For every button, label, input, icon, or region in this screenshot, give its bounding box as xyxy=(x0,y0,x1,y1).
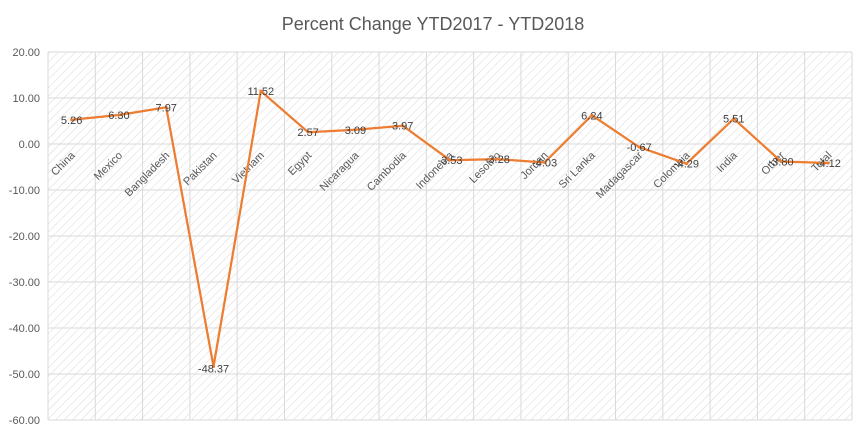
y-tick-label: -50.00 xyxy=(9,369,40,381)
data-point xyxy=(495,157,499,161)
data-point xyxy=(117,113,121,117)
data-label: -4.29 xyxy=(674,159,699,171)
data-point xyxy=(779,159,783,163)
data-label: 6.24 xyxy=(581,110,602,122)
data-point xyxy=(590,113,594,117)
data-label: -0.67 xyxy=(627,142,652,154)
data-labels: 5.26 6.30 7.97 -48.37 11.52 2.57 3.09 3.97 -3.53… xyxy=(61,86,841,375)
data-label: 2.57 xyxy=(297,127,318,139)
y-tick-label: -30.00 xyxy=(9,277,40,289)
data-label: 5.26 xyxy=(61,115,82,127)
data-label: -4.03 xyxy=(532,158,557,170)
data-point xyxy=(306,130,310,134)
y-tick-label: 10.00 xyxy=(12,93,40,105)
data-label: 6.30 xyxy=(108,110,129,122)
data-label: 5.51 xyxy=(723,114,744,126)
grid xyxy=(47,51,853,421)
data-point xyxy=(543,161,547,165)
y-tick-label: -10.00 xyxy=(9,185,40,197)
y-tick-label: 20.00 xyxy=(12,47,40,59)
data-label: 11.52 xyxy=(247,86,274,98)
data-point xyxy=(353,128,357,132)
data-point xyxy=(70,118,74,122)
chart-title: Percent Change YTD2017 - YTD2018 xyxy=(282,14,585,34)
data-label: 7.97 xyxy=(156,102,177,114)
data-label: 3.09 xyxy=(345,125,366,137)
y-tick-label: 0.00 xyxy=(19,139,40,151)
data-point xyxy=(637,145,641,149)
y-tick-label: -60.00 xyxy=(9,415,40,427)
data-label: -3.28 xyxy=(485,154,510,166)
data-point xyxy=(259,89,263,93)
data-label: -48.37 xyxy=(198,364,229,376)
data-label: 3.97 xyxy=(392,121,413,133)
data-point xyxy=(684,162,688,166)
data-label: -4.12 xyxy=(816,158,841,170)
data-label: -3.53 xyxy=(437,155,462,167)
data-point xyxy=(164,105,168,109)
data-point xyxy=(732,117,736,121)
data-label: -3.80 xyxy=(769,156,794,168)
data-point xyxy=(826,161,830,165)
data-point xyxy=(401,124,405,128)
series xyxy=(70,89,830,369)
y-tick-label: -20.00 xyxy=(9,231,40,243)
y-axis: 20.00 10.00 0.00 -10.00 -20.00 -30.00 -40.00 -5… xyxy=(9,47,40,427)
data-point xyxy=(448,158,452,162)
y-tick-label: -40.00 xyxy=(9,323,40,335)
data-point xyxy=(212,365,216,369)
